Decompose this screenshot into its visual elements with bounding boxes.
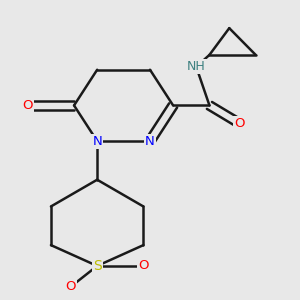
Text: O: O	[138, 260, 148, 272]
Text: O: O	[65, 280, 76, 293]
Text: O: O	[22, 99, 33, 112]
Text: S: S	[93, 259, 101, 273]
Text: NH: NH	[187, 60, 206, 73]
Text: O: O	[234, 117, 244, 130]
Text: N: N	[92, 135, 102, 148]
Text: N: N	[145, 135, 155, 148]
